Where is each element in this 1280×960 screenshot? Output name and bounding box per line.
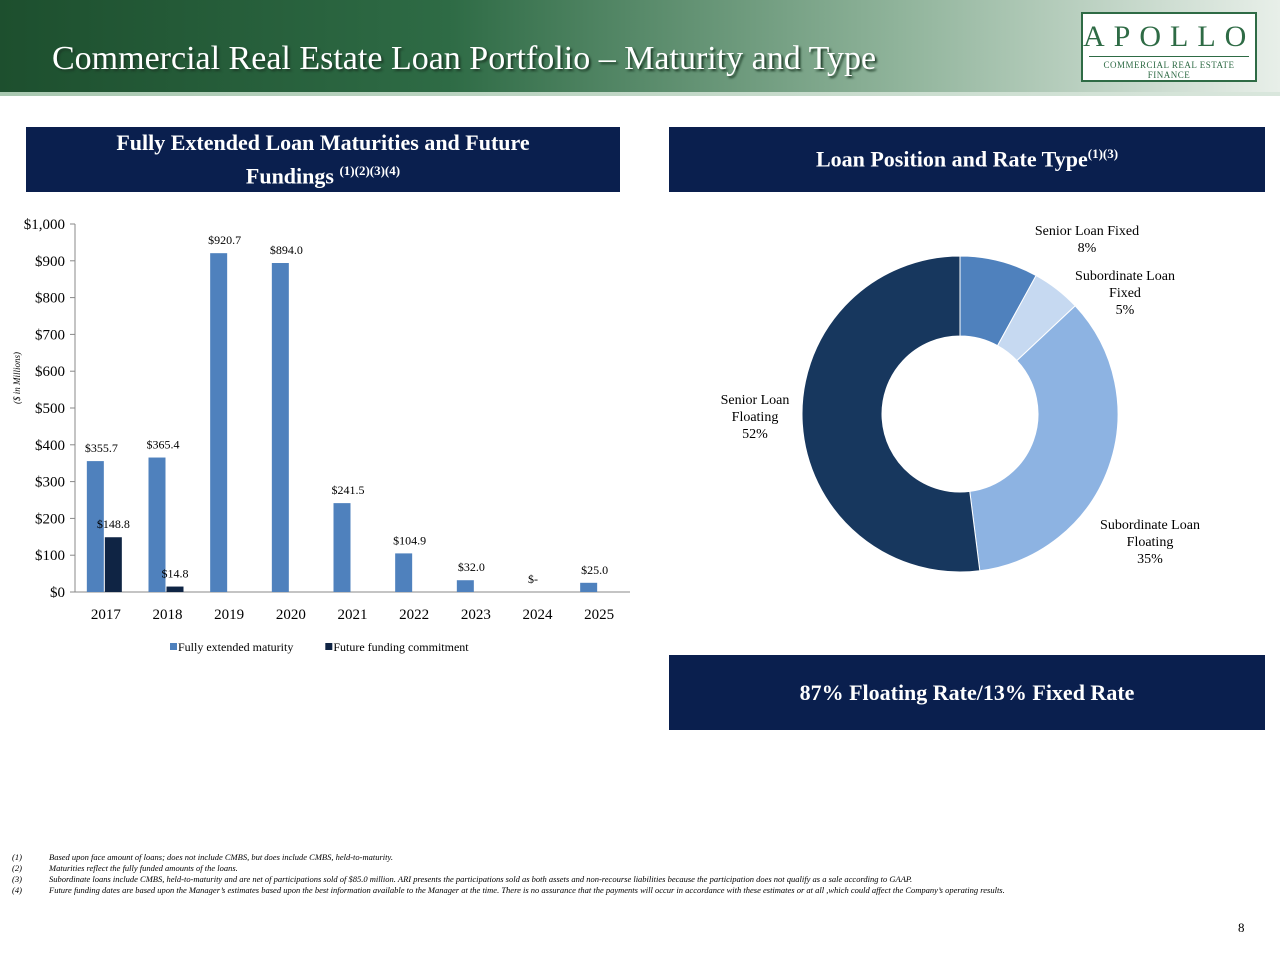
data-label: $25.0 bbox=[581, 563, 608, 577]
bar bbox=[271, 263, 289, 592]
x-tick-label: 2020 bbox=[276, 607, 306, 623]
y-tick-label: $700 bbox=[35, 327, 65, 343]
header bbox=[0, 0, 1280, 92]
legend-label: Fully extended maturity bbox=[178, 640, 293, 654]
footnote-text: Future funding dates are based upon the … bbox=[49, 885, 1005, 895]
footnote: (2) Maturities reflect the fully funded a… bbox=[12, 863, 1272, 874]
bar bbox=[166, 586, 184, 592]
x-tick-label: 2025 bbox=[584, 607, 614, 623]
footnote: (3) Subordinate loans include CMBS, held-… bbox=[12, 874, 1272, 885]
slice-name: Senior Loan Fixed bbox=[1034, 224, 1140, 239]
slice-name: Subordinate Loan Floating bbox=[1100, 518, 1200, 550]
title-note: (1)(3) bbox=[1087, 146, 1119, 162]
x-tick-label: 2017 bbox=[91, 607, 122, 623]
footnote-marker: (3) bbox=[12, 874, 22, 884]
footnote-marker: (2) bbox=[12, 863, 22, 873]
bar bbox=[456, 580, 474, 592]
footnote-marker: (4) bbox=[12, 885, 22, 895]
bar-chart-title: Fully Extended Loan Maturities and Futur… bbox=[26, 127, 620, 192]
bar bbox=[210, 253, 228, 592]
slice-name: Senior Loan Floating bbox=[720, 393, 790, 425]
y-axis-label: ($ in Millions) bbox=[12, 352, 22, 404]
data-label: $104.9 bbox=[393, 533, 426, 547]
slice-label: Subordinate Loan Floating 35% bbox=[1080, 517, 1220, 568]
title-note: (1)(2)(3)(4) bbox=[339, 162, 401, 178]
slice-value: 52% bbox=[742, 427, 768, 442]
title-text: Loan Position and Rate Type bbox=[815, 146, 1088, 172]
data-label: $241.5 bbox=[332, 483, 365, 497]
slice-value: 35% bbox=[1137, 552, 1163, 567]
x-tick-label: 2022 bbox=[399, 607, 429, 623]
data-label: $32.0 bbox=[458, 560, 485, 574]
y-tick-label: $600 bbox=[35, 364, 65, 380]
x-tick-label: 2018 bbox=[153, 607, 183, 623]
data-label: $14.8 bbox=[162, 567, 189, 581]
y-tick-label: $800 bbox=[35, 291, 65, 307]
header-rule bbox=[0, 92, 1280, 96]
bar bbox=[580, 582, 598, 592]
title-text: Fully Extended Loan Maturities and Futur… bbox=[116, 129, 530, 189]
y-tick-label: $200 bbox=[35, 511, 65, 527]
legend-swatch bbox=[325, 643, 333, 650]
footnotes: (1) Based upon face amount of loans; does… bbox=[12, 852, 1272, 896]
bar bbox=[148, 457, 166, 592]
footnote-text: Subordinate loans include CMBS, held-to-… bbox=[49, 874, 913, 884]
data-label: $148.8 bbox=[97, 517, 130, 531]
data-label: $920.7 bbox=[208, 233, 241, 247]
bar bbox=[333, 503, 351, 592]
footnote-text: Maturities reflect the fully funded amou… bbox=[49, 863, 238, 873]
y-tick-label: $100 bbox=[35, 548, 65, 564]
page-number: 8 bbox=[1238, 920, 1245, 935]
data-label: $365.4 bbox=[147, 438, 180, 452]
pie-chart-title: Loan Position and Rate Type(1)(3) bbox=[669, 127, 1265, 192]
annotation-banner: 87% Floating Rate/13% Fixed Rate bbox=[669, 655, 1265, 730]
bar bbox=[86, 461, 104, 592]
pie-slice bbox=[801, 255, 981, 573]
legend-label: Future funding commitment bbox=[333, 640, 469, 654]
y-tick-label: $400 bbox=[35, 438, 65, 454]
x-tick-label: 2023 bbox=[461, 607, 491, 623]
x-tick-label: 2021 bbox=[338, 607, 368, 623]
bar bbox=[104, 537, 122, 592]
logo: APOLLO COMMERCIAL REAL ESTATE FINANCE bbox=[1081, 12, 1257, 82]
slice-value: 5% bbox=[1115, 303, 1135, 318]
y-tick-label: $1,000 bbox=[24, 217, 65, 233]
footnote-marker: (1) bbox=[12, 852, 22, 862]
logo-main: APOLLO bbox=[1083, 20, 1256, 53]
footnote-text: Based upon face amount of loans; does no… bbox=[49, 852, 393, 862]
legend-swatch bbox=[170, 643, 177, 650]
y-tick-label: $0 bbox=[50, 585, 65, 601]
slice-label: Senior Loan Floating 52% bbox=[700, 392, 810, 443]
data-label: $355.7 bbox=[85, 441, 118, 455]
pie-slice bbox=[969, 305, 1119, 572]
logo-sub: COMMERCIAL REAL ESTATE FINANCE bbox=[1089, 56, 1249, 80]
y-tick-label: $500 bbox=[35, 401, 65, 417]
slide-title: Commercial Real Estate Loan Portfolio – … bbox=[52, 40, 877, 77]
y-tick-label: $300 bbox=[35, 475, 65, 491]
bar bbox=[395, 553, 413, 592]
slice-value: 8% bbox=[1077, 241, 1097, 256]
slice-name: Subordinate Loan Fixed bbox=[1075, 269, 1175, 301]
x-tick-label: 2019 bbox=[214, 607, 244, 623]
footnote: (4) Future funding dates are based upon t… bbox=[12, 885, 1272, 896]
y-tick-label: $900 bbox=[35, 254, 65, 270]
footnote: (1) Based upon face amount of loans; does… bbox=[12, 852, 1272, 863]
x-tick-label: 2024 bbox=[523, 607, 554, 623]
data-label: $- bbox=[528, 572, 538, 586]
data-label: $894.0 bbox=[270, 243, 303, 257]
slice-label: Senior Loan Fixed 8% bbox=[1022, 223, 1152, 257]
slice-label: Subordinate Loan Fixed 5% bbox=[1060, 268, 1190, 319]
